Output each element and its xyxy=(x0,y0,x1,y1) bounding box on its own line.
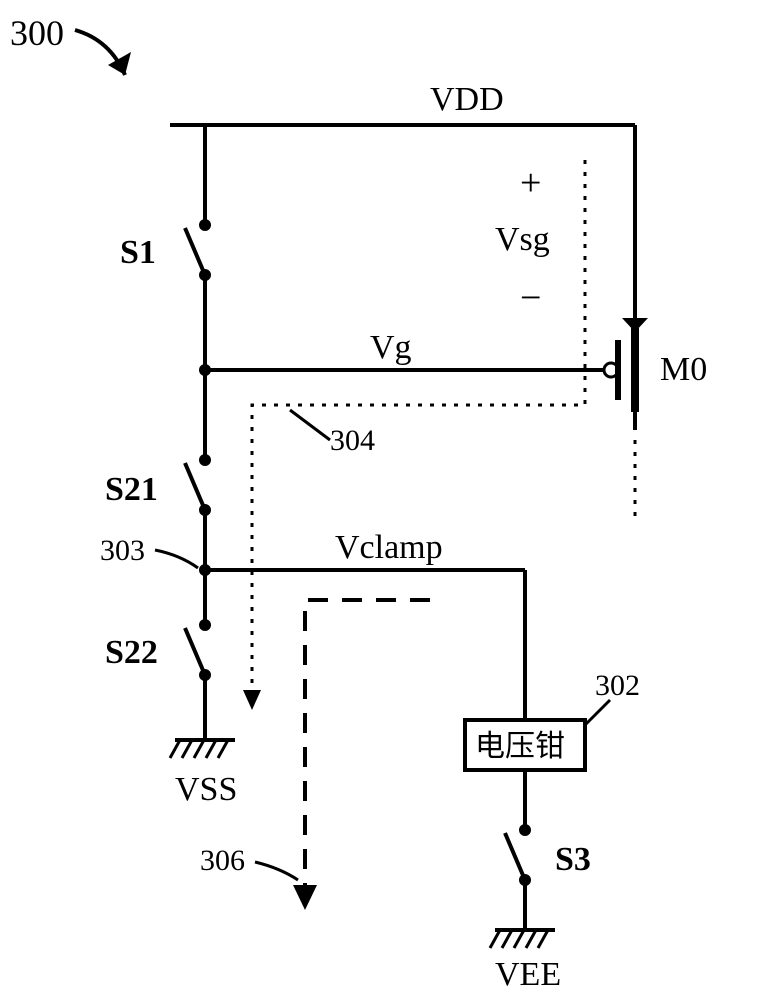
s21-label: S21 xyxy=(105,471,158,508)
vss-hatch xyxy=(218,740,228,758)
ref-306-label: 306 xyxy=(200,844,245,877)
switch-s22 xyxy=(185,619,211,681)
vee-hatch xyxy=(514,930,524,948)
path-306-dashed xyxy=(305,600,430,895)
vee-hatch xyxy=(538,930,548,948)
ref-302-label: 302 xyxy=(595,669,640,702)
m0-label: M0 xyxy=(660,351,707,388)
s22-label: S22 xyxy=(105,634,158,671)
vg-label: Vg xyxy=(370,329,412,366)
pmos-m0 xyxy=(595,125,648,430)
ref-304-label: 304 xyxy=(330,424,375,457)
s3-label: S3 xyxy=(555,841,591,878)
circuit-schematic: 300 VDD S1 Vg S21 Vclamp 303 S22 xyxy=(0,0,765,1000)
vss-label: VSS xyxy=(175,771,237,808)
vss-hatch xyxy=(206,740,216,758)
vee-hatch xyxy=(526,930,536,948)
vee-hatch xyxy=(490,930,500,948)
vsg-label: Vsg xyxy=(495,221,550,258)
ref-303-leader xyxy=(155,550,198,568)
switch-s1 xyxy=(185,219,211,281)
s1-label: S1 xyxy=(120,234,156,271)
vsg-plus: + xyxy=(520,162,541,204)
ref-304-leader xyxy=(290,410,330,440)
vss-hatch xyxy=(194,740,204,758)
switch-s21 xyxy=(185,454,211,516)
vsg-minus: − xyxy=(520,277,541,319)
ref-302-leader xyxy=(585,700,610,725)
vss-hatch xyxy=(182,740,192,758)
ref-300-label: 300 xyxy=(10,13,64,53)
switch-s3 xyxy=(505,824,531,886)
vdd-label: VDD xyxy=(430,81,504,118)
vee-label: VEE xyxy=(495,956,561,993)
ref-303-label: 303 xyxy=(100,534,145,567)
vee-hatch xyxy=(502,930,512,948)
path-304-arrowhead xyxy=(243,690,261,710)
vclamp-label: Vclamp xyxy=(335,529,443,566)
ref-306-leader xyxy=(255,862,298,880)
path-306-arrowhead xyxy=(293,885,317,910)
voltage-clamp-label: 电压钳 xyxy=(475,730,565,763)
vss-hatch xyxy=(170,740,180,758)
